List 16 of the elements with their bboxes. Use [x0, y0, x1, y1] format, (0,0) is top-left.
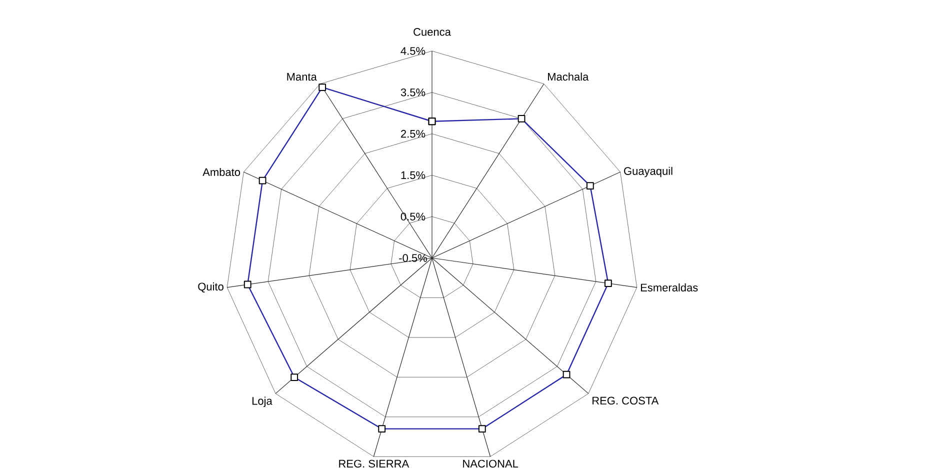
spoke-label: Machala: [548, 72, 589, 81]
y-tick-label: 1.5%: [401, 171, 426, 180]
spoke-label: REG. COSTA: [592, 396, 659, 405]
y-tick-label: -0.5%: [399, 254, 427, 262]
spoke-label: NACIONAL: [463, 460, 518, 468]
y-tick-label: 2.5%: [401, 130, 426, 138]
y-tick-label: 3.5%: [400, 88, 426, 96]
y-tick-label: 4.5%: [400, 47, 426, 55]
spoke-label: Manta: [287, 72, 317, 81]
spoke-label: Cuenca: [414, 28, 451, 36]
spoke-label: Quito: [198, 282, 224, 292]
spoke-label: Esmeraldas: [641, 283, 698, 292]
spoke-label: Loja: [252, 396, 272, 407]
spoke-label: REG. SIERRA: [339, 460, 410, 468]
spoke-label: Ambato: [202, 168, 240, 176]
spoke-label: Guayaquil: [624, 166, 672, 178]
